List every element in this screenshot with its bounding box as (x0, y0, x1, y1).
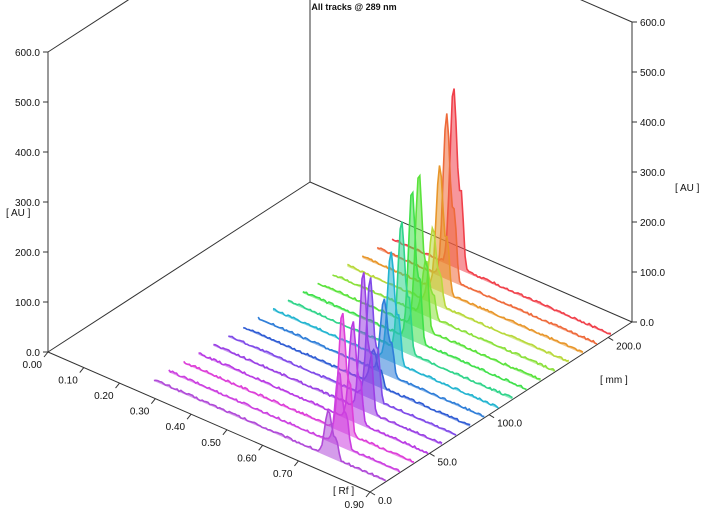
rf-tick-label: 0.10 (58, 376, 78, 387)
right-au-tick-label: 100.0 (640, 268, 665, 279)
right-au-tick-label: 600.0 (640, 18, 665, 29)
left-au-tick-label: 400.0 (15, 148, 40, 159)
left-au-tick-label: 600.0 (15, 48, 40, 59)
mm-tick (607, 337, 614, 341)
track-3-line (183, 312, 414, 463)
track-10-area (287, 221, 513, 400)
track-4-line (198, 321, 429, 455)
rf-base-axis (47, 351, 371, 493)
track-10-line (287, 221, 513, 399)
track-1-area (153, 380, 386, 482)
track-11-line (302, 190, 527, 391)
left-au-tick-label: 300.0 (15, 198, 40, 209)
left-au-tick-label: 100.0 (15, 298, 40, 309)
track-11-area (302, 192, 527, 391)
rf-tick-label: 0.20 (94, 391, 114, 402)
rf-tick (222, 429, 228, 436)
rf-tick-label: 0.00 (23, 360, 43, 371)
rf-tick-label: 0.40 (166, 422, 186, 433)
track-3 (183, 312, 414, 464)
right-axis-unit: [ AU ] (675, 183, 700, 194)
track-14-line (347, 225, 570, 362)
rf-tick-label: 0.60 (237, 453, 257, 464)
right-au-tick-label: 200.0 (640, 218, 665, 229)
track-base-axis (369, 321, 633, 493)
track-11 (302, 190, 527, 391)
track-2-line (168, 369, 401, 473)
right-au-tick-label: 400.0 (640, 118, 665, 129)
track-1-line (153, 379, 387, 482)
track-series (153, 88, 612, 482)
mm-tick-label: 100.0 (497, 419, 522, 430)
rf-tick (79, 367, 85, 373)
mm-axis-unit: [ mm ] (600, 375, 628, 386)
mm-tick (488, 414, 495, 419)
track-17 (391, 88, 612, 336)
axis-ticks: 0.0 0.0 100.0 100.0 200.0 200.0 300.0 300.0 400.… (15, 18, 665, 511)
rf-tick (43, 351, 49, 358)
track-14 (347, 225, 570, 364)
mm-tick (369, 491, 376, 496)
left-au-tick-label: 0.0 (26, 348, 40, 359)
rf-tick-label: 0.70 (273, 469, 293, 480)
track-10 (287, 221, 513, 400)
track-2 (168, 369, 401, 473)
track-5-line (213, 272, 443, 444)
track-1 (153, 379, 387, 482)
rf-tick (150, 398, 156, 404)
rf-tick (186, 413, 192, 420)
track-12 (317, 173, 541, 382)
right-au-tick-label: 500.0 (640, 68, 665, 79)
rf-tick (258, 445, 264, 451)
mm-tick-label: 0.0 (378, 496, 392, 507)
rf-tick-label: 0.30 (130, 407, 150, 418)
rf-axis-unit: [ Rf ] (333, 486, 354, 497)
track-5 (213, 272, 443, 446)
right-au-tick-label: 0.0 (640, 318, 654, 329)
rf-tick-label: 0.90 (345, 500, 365, 511)
rf-tick (365, 491, 371, 498)
rf-tick (294, 460, 299, 467)
rf-tick-label: 0.50 (201, 438, 221, 449)
back-left-base-edge (47, 181, 311, 353)
mm-tick-label: 50.0 (438, 457, 458, 468)
track-4 (198, 321, 429, 455)
top-left-edge (47, 0, 130, 53)
mm-tick (429, 452, 435, 457)
left-au-tick-label: 200.0 (15, 248, 40, 259)
left-au-tick-label: 500.0 (15, 98, 40, 109)
left-axis-unit: [ AU ] (6, 208, 31, 219)
track-17-line (391, 88, 612, 335)
chart-title: All tracks @ 289 nm (311, 2, 396, 12)
mm-tick-label: 200.0 (616, 341, 641, 352)
track-12-line (317, 173, 541, 380)
rf-tick (115, 382, 120, 389)
back-base-edge (309, 181, 633, 323)
track-6-area (228, 277, 457, 437)
right-au-tick-label: 300.0 (640, 168, 665, 179)
